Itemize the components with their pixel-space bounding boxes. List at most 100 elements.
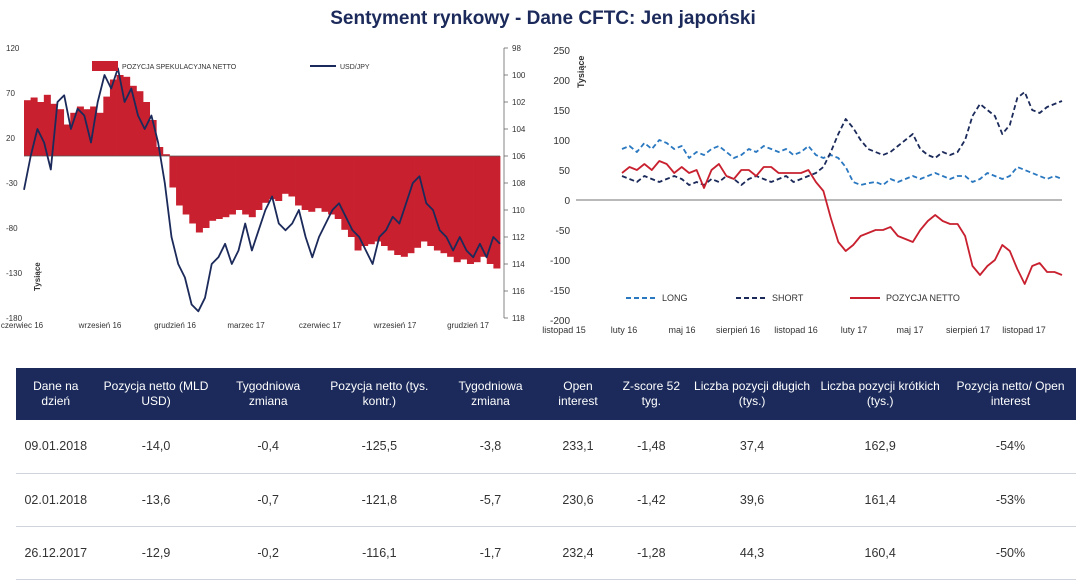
legend-swatch-net-position	[92, 61, 118, 71]
net-position-bar	[255, 156, 263, 210]
net-position-bar	[109, 79, 117, 156]
table-cell: -54%	[945, 420, 1076, 474]
net-position-bar	[381, 156, 389, 246]
net-position-bar	[123, 76, 131, 156]
table-header-cell: Liczba pozycji krótkich (tys.)	[815, 368, 946, 420]
table-cell: -1,7	[438, 526, 543, 580]
long-short-net-chart: 250 200 150 100 50 0 -50 -100 -150 -200 Tysiące lis…	[542, 46, 1063, 335]
table-header-cell: Tygodniowa zmiana	[216, 368, 320, 420]
cftc-net-position-usdjpy-chart: 120 70 20 -30 -80 -130 -180 98 100 102 104 106 108 11…	[1, 44, 526, 330]
table-cell: 26.12.2017	[16, 526, 96, 580]
y-tick-label: 150	[553, 106, 570, 117]
x-tick-label: maj 16	[668, 325, 695, 335]
table-header-row: Dane na dzień Pozycja netto (MLD USD) Tygo…	[16, 368, 1076, 420]
y-tick-label: 50	[559, 166, 571, 177]
net-position-bar	[176, 156, 184, 206]
table-cell: 02.01.2018	[16, 473, 96, 527]
right-tick-label: 112	[512, 233, 525, 242]
net-position-bar	[169, 156, 177, 188]
right-tick-label: 118	[512, 314, 525, 323]
net-position-bar	[480, 156, 488, 257]
right-tick-label: 116	[512, 287, 525, 296]
net-position-bar	[116, 75, 124, 156]
table-cell: -116,1	[319, 526, 439, 580]
table-cell: -14,0	[95, 420, 217, 474]
net-position-bar	[222, 156, 230, 218]
left-tick-label: -80	[6, 224, 18, 233]
table-cell: -13,6	[95, 473, 217, 527]
x-tick-label: wrzesień 17	[373, 321, 417, 330]
net-position-bar	[143, 102, 151, 156]
left-tick-label: -30	[6, 179, 18, 188]
legend-net-position-label: POZYCJA NETTO	[886, 293, 960, 303]
net-position-bar	[24, 100, 32, 156]
net-position-bar	[347, 156, 355, 237]
x-tick-label: grudzień 17	[447, 321, 489, 330]
table-cell: -12,9	[95, 526, 217, 580]
y-tick-label: -50	[556, 226, 571, 237]
table-cell: 44,3	[688, 526, 816, 580]
right-tick-label: 108	[512, 179, 526, 188]
net-position-bar	[162, 154, 170, 156]
net-position-bar	[407, 156, 415, 254]
net-position-bar	[209, 156, 217, 221]
left-tick-label: 70	[6, 89, 15, 98]
net-position-bar	[394, 156, 402, 255]
y-tick-label: 250	[553, 46, 570, 57]
table-header-cell: Pozycja netto/ Open interest	[945, 368, 1076, 420]
net-position-bar	[103, 96, 111, 156]
net-position-bar	[295, 156, 303, 206]
net-position-bar	[414, 156, 422, 248]
net-position-bar	[308, 156, 316, 212]
table-cell: -0,4	[216, 420, 320, 474]
x-tick-label: marzec 17	[227, 321, 265, 330]
long-series-line	[621, 139, 1063, 186]
net-position-series-line	[621, 160, 1063, 285]
x-tick-label: maj 17	[896, 325, 923, 335]
net-position-bar	[493, 156, 501, 269]
net-position-bar	[334, 156, 342, 219]
net-position-bar	[83, 109, 91, 156]
y-tick-label: -100	[550, 256, 570, 267]
table-cell: 162,9	[815, 420, 946, 474]
net-position-bar	[367, 156, 375, 245]
left-tick-label: -180	[6, 314, 23, 323]
table-cell: 39,6	[688, 473, 816, 527]
table-cell: 160,4	[815, 526, 946, 580]
net-position-bar	[195, 156, 203, 233]
table-body: 09.01.2018 -14,0 -0,4 -125,5 -3,8 233,1 -1,48 3…	[16, 420, 1076, 580]
x-tick-label: luty 16	[611, 325, 638, 335]
net-position-bar	[96, 112, 104, 156]
right-tick-label: 102	[512, 98, 526, 107]
x-tick-label: listopad 15	[542, 325, 586, 335]
net-position-bar	[129, 85, 137, 156]
left-tick-label: -130	[6, 269, 23, 278]
net-position-bar	[268, 156, 276, 200]
table-cell: -3,8	[438, 420, 543, 474]
table-cell: 161,4	[815, 473, 946, 527]
x-tick-label: luty 17	[841, 325, 868, 335]
x-tick-label: wrzesień 16	[78, 321, 122, 330]
left-axis-label: Tysiące	[33, 262, 42, 291]
net-position-bar	[215, 156, 223, 219]
net-position-bar	[76, 106, 84, 156]
legend-label-net-position: POZYCJA SPEKULACYJNA NETTO	[122, 64, 237, 71]
table-cell: 233,1	[542, 420, 614, 474]
table-header-cell: Open interest	[542, 368, 614, 420]
net-position-bar	[182, 156, 190, 215]
cftc-stats-table: Dane na dzień Pozycja netto (MLD USD) Tygo…	[16, 368, 1076, 580]
net-position-bar	[420, 156, 428, 242]
left-tick-label: 20	[6, 134, 15, 143]
table-cell: -0,2	[216, 526, 320, 580]
table-row: 09.01.2018 -14,0 -0,4 -125,5 -3,8 233,1 -1,48 3…	[16, 420, 1076, 474]
y-tick-label: -150	[550, 286, 570, 297]
usdjpy-series-line	[23, 67, 501, 313]
x-tick-label: listopad 16	[774, 325, 818, 335]
net-position-bar	[235, 156, 243, 210]
net-position-bar	[433, 156, 441, 251]
y-tick-label: 200	[553, 76, 570, 87]
net-position-bar	[189, 156, 197, 224]
table-cell: -50%	[945, 526, 1076, 580]
net-position-bar	[301, 156, 309, 210]
net-position-bar	[248, 156, 256, 218]
